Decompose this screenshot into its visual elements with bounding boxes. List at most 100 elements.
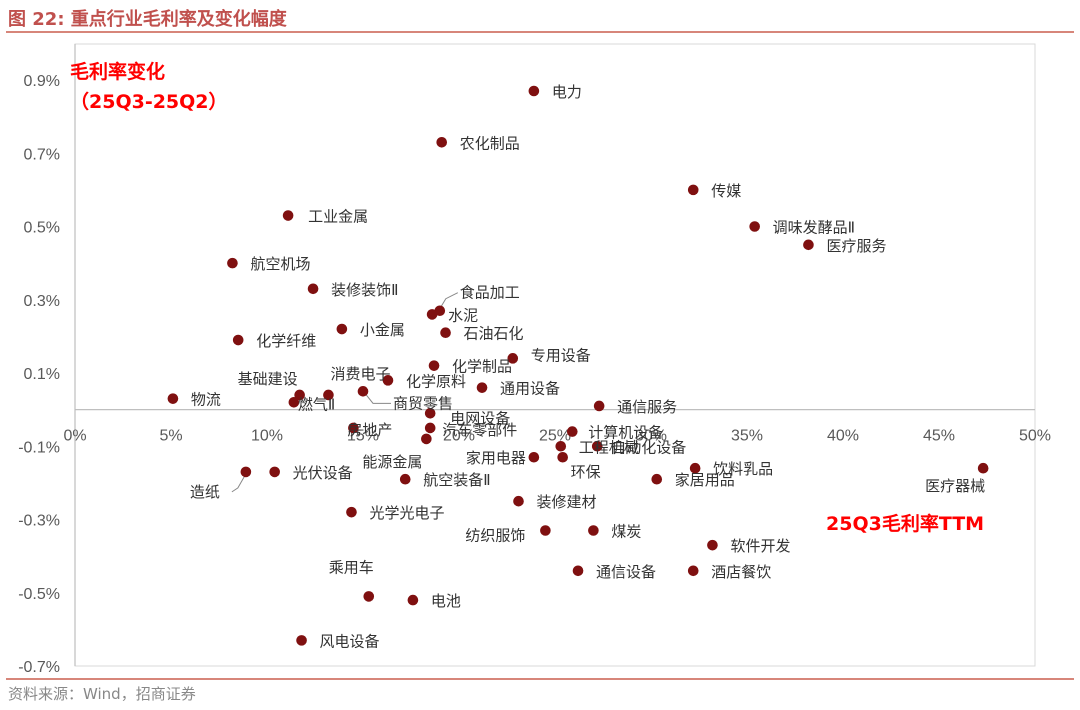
data-point: [687, 184, 699, 196]
x-tick-label: 25%: [539, 428, 571, 445]
leader-lines: [231, 292, 459, 493]
data-point: [436, 136, 448, 148]
data-point: [651, 473, 663, 485]
x-tick-label: 30%: [635, 428, 667, 445]
data-point: [707, 539, 718, 551]
point-label: 调味发酵品Ⅱ: [773, 219, 855, 237]
data-point: [282, 210, 294, 221]
data-point: [572, 565, 584, 577]
point-label: 饮料乳品: [713, 460, 773, 478]
point-label: 基础建设: [238, 370, 298, 388]
point-label: 乘用车: [329, 558, 374, 576]
y-tick-labels: 0.9% 0.7% 0.5% 0.3% 0.1% -0.1% -0.3% -0.5% -0.7%: [18, 73, 60, 676]
point-label: 通信服务: [617, 398, 677, 416]
point-label: 医疗服务: [826, 237, 886, 255]
point-label: 装修装饰Ⅱ: [331, 281, 398, 299]
point-label: 光伏设备: [293, 464, 353, 482]
leader-line: [439, 292, 459, 309]
point-label: 工程机械: [579, 438, 639, 456]
point-label: 家居用品: [675, 471, 735, 489]
point-label: 通用设备: [500, 380, 560, 398]
data-points: [167, 85, 989, 646]
y-tick-label: 0.5%: [24, 220, 60, 237]
title-divider: [6, 31, 1074, 33]
point-label: 纺织服饰: [465, 526, 525, 544]
point-label: 光学光电子: [369, 504, 444, 522]
point-label: 工业金属: [308, 208, 368, 226]
data-point: [428, 360, 440, 371]
data-point: [424, 407, 436, 419]
y-tick-label: 0.3%: [24, 293, 60, 310]
data-point: [555, 440, 567, 452]
data-point: [566, 426, 578, 437]
x-tick-label: 20%: [443, 428, 475, 445]
x-tick-label: 40%: [827, 428, 859, 445]
leader-line: [364, 393, 391, 404]
data-point: [513, 495, 524, 507]
y-tick-label: -0.7%: [18, 659, 60, 676]
x-tick-label: 5%: [159, 428, 182, 445]
point-label: 电池: [431, 592, 461, 610]
y-axis-title: 毛利率变化: [70, 60, 165, 83]
point-label: 化学原料: [406, 372, 466, 390]
y-tick-label: 0.1%: [24, 366, 60, 383]
data-point: [167, 393, 179, 404]
data-point: [382, 375, 394, 386]
data-point: [232, 334, 244, 346]
point-label: 能源金属: [362, 453, 422, 471]
point-label: 食品加工: [460, 284, 520, 302]
x-tick-label: 0%: [63, 428, 86, 445]
data-point: [288, 397, 300, 408]
point-label: 装修建材: [537, 493, 597, 511]
x-tick-label: 10%: [251, 428, 283, 445]
data-point: [323, 389, 334, 401]
data-point: [687, 565, 699, 577]
data-point: [593, 400, 605, 412]
point-label: 农化制品: [460, 134, 520, 152]
point-label: 软件开发: [730, 537, 790, 555]
point-label: 航空装备Ⅱ: [423, 471, 490, 489]
point-label: 传媒: [711, 182, 741, 200]
data-point: [440, 327, 451, 339]
data-point: [269, 466, 280, 478]
data-point: [557, 451, 568, 463]
data-point: [240, 466, 252, 478]
point-label: 通信设备: [596, 563, 656, 581]
point-label: 电网设备: [450, 409, 510, 427]
data-point: [591, 440, 603, 452]
y-tick-label: 0.7%: [24, 146, 60, 163]
data-point: [363, 591, 375, 602]
data-point: [588, 525, 599, 536]
point-label: 自动化设备: [611, 438, 686, 456]
data-point: [421, 433, 432, 445]
point-label: 煤炭: [611, 522, 641, 540]
point-label: 环保: [571, 463, 601, 481]
point-label: 商贸零售: [393, 394, 453, 412]
point-label: 消费电子: [330, 365, 390, 383]
source-divider: [6, 678, 1074, 680]
point-label: 石油石化: [464, 325, 524, 343]
data-point: [803, 239, 814, 251]
data-point: [540, 525, 551, 536]
x-tick-labels: 0% 5% 10% 15% 20% 25% 30% 35% 40% 45% 50%: [63, 428, 1051, 445]
leader-line: [231, 473, 247, 493]
data-point: [749, 221, 760, 232]
point-label: 化学纤维: [256, 332, 316, 350]
point-label: 小金属: [360, 321, 405, 339]
point-label: 风电设备: [320, 632, 380, 650]
data-point: [476, 382, 488, 393]
point-label: 航空机场: [250, 255, 310, 273]
data-point: [348, 422, 359, 434]
point-label: 酒店餐饮: [711, 563, 771, 581]
point-label: 汽车零部件: [442, 421, 517, 439]
data-point: [307, 283, 319, 295]
source-note: 资料来源：Wind，招商证券: [8, 685, 196, 703]
y-tick-label: -0.1%: [18, 439, 60, 456]
data-point: [399, 473, 411, 485]
scatter-chart: 0.9% 0.7% 0.5% 0.3% 0.1% -0.1% -0.3% -0.5% -0.7%…: [18, 43, 1051, 676]
x-axis-title: 25Q3毛利率TTM: [826, 512, 984, 535]
point-label: 化学制品: [452, 358, 512, 376]
y-tick-label: -0.5%: [18, 586, 60, 603]
data-point: [426, 309, 438, 320]
data-point: [227, 257, 238, 269]
